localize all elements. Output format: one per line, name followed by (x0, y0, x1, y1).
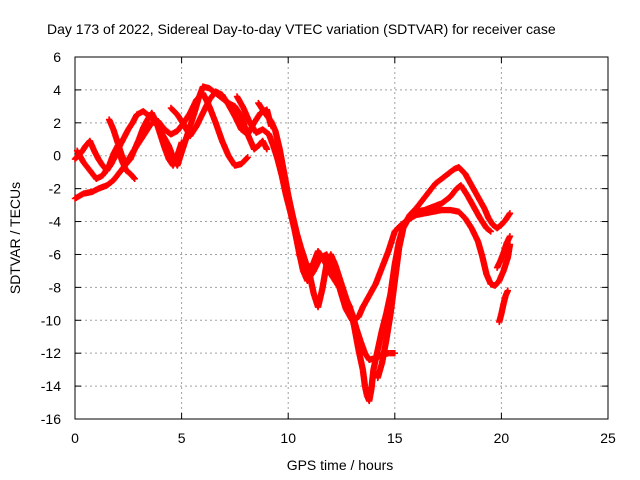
y-axis-label: SDTVAR / TECUs (7, 182, 23, 294)
interpolated-markers (260, 127, 272, 137)
interpolated-markers (123, 156, 133, 167)
y-tick-label: -8 (49, 279, 62, 295)
x-tick-label: 10 (280, 430, 296, 446)
y-tick-label: 2 (53, 115, 61, 131)
interpolated-markers (468, 226, 481, 244)
interpolated-markers (407, 209, 419, 219)
y-tick-label: 6 (53, 49, 61, 65)
series-track-9 (374, 182, 494, 382)
interpolated-markers (128, 171, 138, 181)
interpolated-markers (452, 164, 461, 172)
x-tick-label: 20 (494, 430, 510, 446)
interpolated-markers (488, 281, 497, 289)
interpolated-markers (484, 225, 493, 234)
interpolated-markers (251, 143, 261, 152)
interpolated-markers (456, 209, 468, 221)
y-tick-label: 4 (53, 82, 61, 98)
interpolated-markers (433, 176, 444, 187)
y-tick-label: -16 (41, 411, 61, 427)
interpolated-markers (439, 171, 451, 182)
y-tick-label: -14 (41, 378, 61, 394)
interpolated-markers (219, 138, 232, 158)
data-point (391, 349, 398, 357)
y-tick-label: -2 (49, 181, 62, 197)
data-point (487, 228, 494, 235)
interpolated-markers (499, 217, 509, 228)
interpolated-markers (341, 291, 353, 310)
data-point (131, 175, 138, 182)
interpolated-markers (439, 194, 453, 206)
data-point (504, 287, 511, 294)
interpolated-markers (311, 255, 323, 273)
interpolated-markers (212, 120, 225, 143)
interpolated-markers (200, 97, 212, 115)
interpolated-markers (385, 229, 398, 254)
y-tick-label: 0 (53, 148, 61, 164)
interpolated-markers (383, 311, 394, 342)
interpolated-markers (232, 114, 244, 132)
series-track-11 (493, 233, 514, 271)
tick-labels: 0 5 10 15 20 25 -16 -14 -12 -10 -8 -6 -4 -2 0 2 4 6 (41, 49, 616, 446)
y-tick-label: -6 (49, 246, 62, 262)
series-track-4 (105, 109, 185, 169)
interpolated-markers (104, 178, 116, 188)
interpolated-markers (206, 104, 219, 125)
data-point (263, 145, 271, 153)
axes (74, 56, 609, 420)
x-tick-label: 0 (71, 430, 79, 446)
interpolated-markers (445, 166, 457, 177)
x-axis-label: GPS time / hours (287, 457, 394, 473)
y-tick-label: -12 (41, 345, 61, 361)
series-track-10 (496, 287, 511, 326)
x-tick-label: 25 (600, 430, 616, 446)
interpolated-markers (372, 265, 385, 287)
interpolated-markers (492, 278, 502, 288)
interpolated-markers (456, 164, 468, 177)
y-tick-label: -10 (41, 312, 61, 328)
interpolated-markers (495, 222, 504, 231)
interpolated-markers (490, 222, 500, 231)
interpolated-markers (239, 155, 250, 167)
series-track-1 (71, 90, 251, 202)
interpolated-markers (124, 168, 133, 177)
data-series (71, 83, 514, 405)
data-point (244, 154, 251, 161)
x-tick-label: 5 (178, 430, 186, 446)
interpolated-markers (193, 110, 206, 129)
interpolated-markers (391, 245, 403, 283)
chart-title: Day 173 of 2022, Sidereal Day-to-day VTE… (47, 21, 556, 37)
data-point (178, 139, 185, 146)
y-tick-label: -4 (49, 214, 62, 230)
plot-frame (74, 56, 609, 420)
x-tick-label: 15 (387, 430, 403, 446)
interpolated-markers (502, 288, 511, 298)
interpolated-markers (379, 249, 392, 270)
interpolated-markers (387, 278, 398, 316)
data-point (506, 210, 514, 217)
interpolated-markers (168, 105, 180, 117)
interpolated-markers (240, 106, 253, 125)
data-point (506, 233, 514, 240)
interpolated-markers (321, 259, 334, 277)
